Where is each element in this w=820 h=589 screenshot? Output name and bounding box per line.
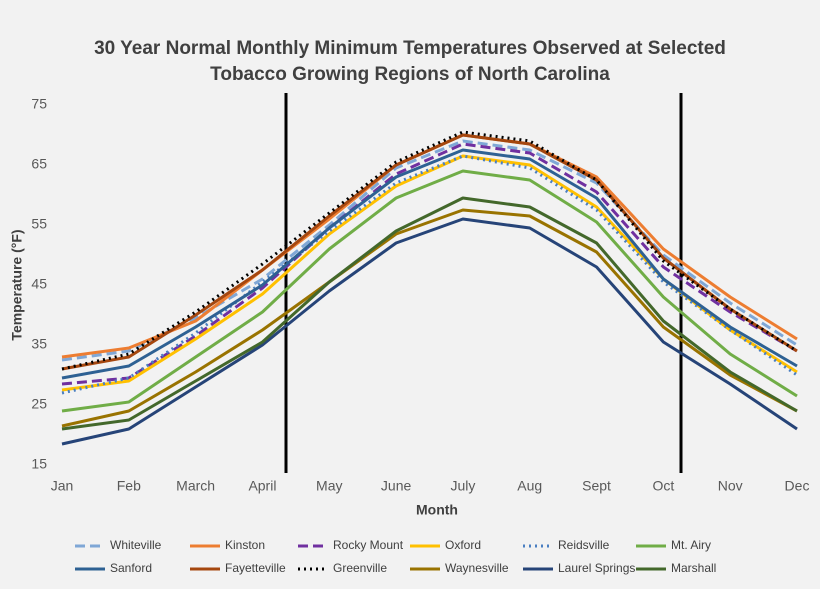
series-line <box>61 196 798 431</box>
y-tick-label: 65 <box>31 156 47 172</box>
y-tick-label: 75 <box>31 96 47 112</box>
legend-label: Rocky Mount <box>333 538 404 552</box>
legend-label: Greenville <box>333 561 387 575</box>
x-tick-label: April <box>248 478 276 494</box>
series-line <box>61 208 798 428</box>
series-line <box>61 169 798 413</box>
x-tick-label: July <box>450 478 475 494</box>
y-tick-label: 15 <box>31 456 47 472</box>
legend-label: Reidsville <box>558 538 610 552</box>
y-axis-title: Temperature (°F) <box>9 229 25 340</box>
y-tick-label: 25 <box>31 396 47 412</box>
series-line <box>61 154 798 392</box>
x-tick-label: Sept <box>582 478 611 494</box>
series-line <box>61 217 798 446</box>
legend-label: Mt. Airy <box>671 538 711 552</box>
legend-label: Whiteville <box>110 538 162 552</box>
series-line <box>61 142 798 386</box>
legend-label: Kinston <box>225 538 265 552</box>
y-tick-label: 55 <box>31 216 47 232</box>
chart-title: 30 Year Normal Monthly Minimum Temperatu… <box>94 38 726 59</box>
series-line <box>61 139 798 362</box>
legend-label: Sanford <box>110 561 152 575</box>
legend-label: Waynesville <box>445 561 509 575</box>
x-axis-title: Month <box>416 502 458 518</box>
x-tick-label: Feb <box>117 478 141 494</box>
x-tick-label: Jan <box>51 478 74 494</box>
legend-label: Oxford <box>445 538 481 552</box>
legend-label: Laurel Springs <box>558 561 635 575</box>
series-line <box>61 130 798 371</box>
y-tick-label: 45 <box>31 276 47 292</box>
x-tick-label: Dec <box>785 478 810 494</box>
y-tick-label: 35 <box>31 336 47 352</box>
x-tick-label: May <box>316 478 342 494</box>
x-tick-label: Oct <box>652 478 674 494</box>
series-line <box>61 148 798 380</box>
legend-label: Marshall <box>671 561 716 575</box>
legend-label: Fayetteville <box>225 561 286 575</box>
series-line <box>61 133 798 371</box>
x-tick-label: June <box>381 478 412 494</box>
chart-title: Tobacco Growing Regions of North Carolin… <box>210 64 610 85</box>
x-tick-label: Nov <box>718 478 743 494</box>
series-line <box>61 133 798 359</box>
x-tick-label: March <box>176 478 215 494</box>
x-tick-label: Aug <box>517 478 542 494</box>
